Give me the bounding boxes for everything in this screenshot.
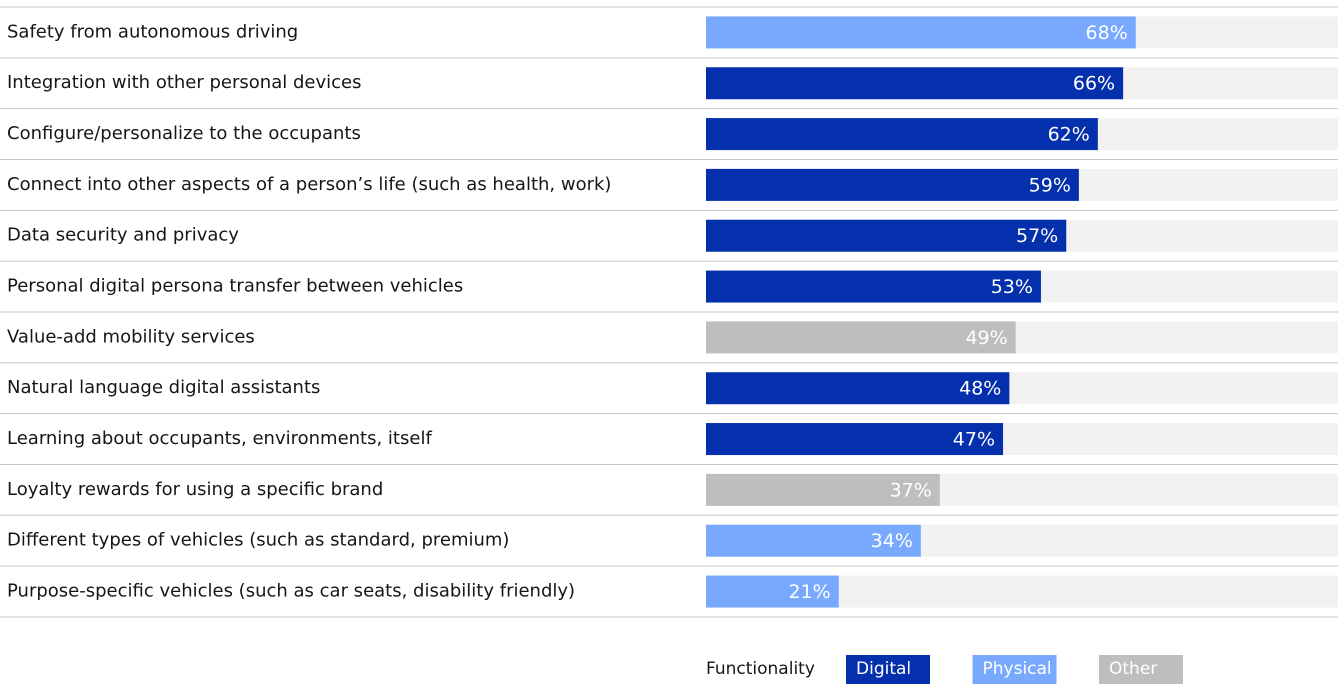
category-label: Purpose-specific vehicles (such as car s… [7,581,575,602]
bar [706,16,1136,49]
value-label: 59% [1029,174,1071,196]
category-label: Natural language digital assistants [7,377,320,398]
legend-swatch [1099,655,1183,684]
value-label: 53% [991,276,1033,298]
bar [706,372,1010,405]
value-label: 62% [1048,124,1090,146]
bar [706,473,940,506]
value-label: 49% [965,327,1007,349]
value-label: 68% [1086,22,1128,44]
legend-label: Physical [983,659,1052,679]
category-label: Different types of vehicles (such as sta… [7,530,509,551]
value-label: 66% [1073,73,1115,95]
value-label: 57% [1016,225,1058,247]
bar [706,270,1041,303]
bar [706,575,839,608]
bar [706,118,1098,151]
bar [706,423,1004,456]
bar [706,219,1067,252]
category-label: Loyalty rewards for using a specific bra… [7,479,383,500]
legend-swatch [846,655,930,684]
legend-label: Digital [856,659,911,679]
value-label: 48% [959,378,1001,400]
value-label: 47% [953,429,995,451]
legend-label: Other [1109,659,1157,679]
bar [706,524,921,557]
category-label: Integration with other personal devices [7,72,361,93]
bar [706,67,1124,100]
category-label: Configure/personalize to the occupants [7,123,361,144]
category-label: Value-add mobility services [7,326,255,347]
legend-swatch [972,655,1057,684]
category-label: Safety from autonomous driving [7,21,298,42]
category-label: Learning about occupants, environments, … [7,428,432,449]
bar [706,321,1016,354]
bar [706,168,1079,201]
value-label: 34% [871,530,913,552]
legend-title: Functionality [706,659,815,679]
category-label: Data security and privacy [7,225,239,246]
value-label: 37% [890,479,932,501]
value-label: 21% [788,581,830,603]
category-label: Personal digital persona transfer betwee… [7,276,463,297]
category-label: Connect into other aspects of a person’s… [7,174,611,195]
